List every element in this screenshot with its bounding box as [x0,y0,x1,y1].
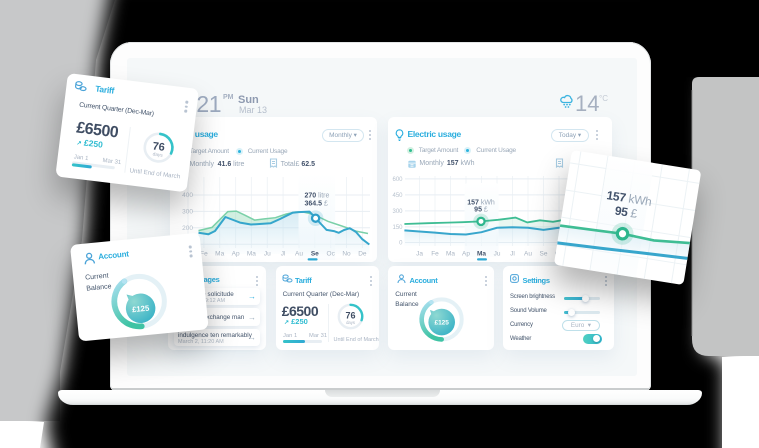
svg-text:400: 400 [182,192,193,199]
svg-text:300: 300 [392,209,403,215]
svg-text:De: De [358,251,367,258]
svg-text:95 £: 95 £ [614,204,639,221]
svg-text:Ja: Ja [416,251,423,258]
svg-text:Ap: Ap [462,251,470,258]
svg-text:600: 600 [392,177,403,183]
svg-text:No: No [342,251,351,258]
svg-text:days: days [346,320,355,325]
svg-text:Ap: Ap [232,251,240,258]
svg-text:0: 0 [399,241,403,247]
svg-text:Au: Au [524,251,532,258]
svg-text:Fe: Fe [200,251,208,258]
svg-text:95 £: 95 £ [474,207,488,214]
svg-text:150: 150 [392,225,403,231]
svg-text:270 litre: 270 litre [305,193,330,200]
svg-text:Se: Se [540,251,548,258]
svg-text:157 kWh: 157 kWh [467,199,495,206]
svg-text:Ma: Ma [215,251,224,258]
svg-text:Ma: Ma [446,251,455,258]
svg-text:364.5 £: 364.5 £ [305,201,328,208]
svg-text:Se: Se [311,251,319,258]
svg-text:300: 300 [182,208,193,215]
svg-text:Oc: Oc [327,251,336,258]
svg-text:76: 76 [151,140,165,153]
svg-text:76: 76 [345,310,355,320]
svg-text:Ma: Ma [247,251,256,258]
svg-text:Ma: Ma [477,251,486,258]
svg-text:Fe: Fe [431,251,439,258]
svg-text:Jl: Jl [510,251,515,258]
svg-text:Ju: Ju [264,251,271,258]
svg-text:£125: £125 [434,319,449,326]
svg-text:Jl: Jl [281,251,286,258]
svg-text:days: days [152,151,163,158]
svg-text:200: 200 [182,225,193,232]
svg-text:157 kWh: 157 kWh [606,188,653,209]
svg-text:450: 450 [392,193,403,199]
svg-text:Au: Au [295,251,303,258]
svg-text:£125: £125 [132,304,151,315]
svg-text:Ju: Ju [494,251,501,258]
